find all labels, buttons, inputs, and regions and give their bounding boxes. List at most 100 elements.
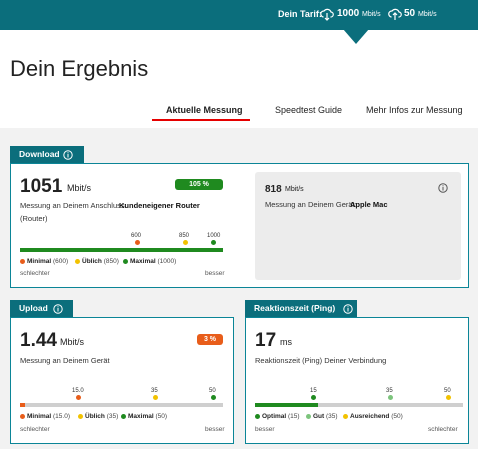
legend-value: (35): [326, 413, 338, 420]
legend-item: Maximal (1000): [130, 258, 176, 265]
info-icon[interactable]: [343, 304, 353, 314]
tick-dot: [153, 395, 158, 400]
legend-dot: [343, 414, 348, 419]
upload-description: Messung an Deinem Gerät: [20, 356, 110, 365]
badge-text: 105 %: [189, 181, 209, 188]
tick-dot: [388, 395, 393, 400]
tick-label: 15: [310, 388, 317, 394]
tab-underline: [152, 119, 250, 121]
ping-description: Reaktionszeit (Ping) Deiner Verbindung: [255, 356, 387, 365]
legend-name: Optimal: [262, 413, 287, 420]
upload-badge: 3 %: [197, 334, 223, 345]
tick-dot: [211, 395, 216, 400]
tick-dot: [446, 395, 451, 400]
tick-label: 50: [209, 388, 216, 394]
info-icon[interactable]: [438, 183, 448, 193]
ping-value: 17: [255, 330, 277, 351]
card-label: Download: [10, 146, 84, 163]
legend-name: Maximal: [128, 413, 154, 420]
ping-card: [245, 317, 469, 444]
legend-dot: [123, 259, 128, 264]
download-unit: Mbit/s: [67, 183, 92, 193]
device-name: Apple Mac: [350, 200, 388, 209]
legend-name: Gut: [313, 413, 325, 420]
legend-dot: [306, 414, 311, 419]
scale-right: besser: [205, 270, 225, 277]
download-description: Messung an Deinem Anschluss:: [20, 201, 127, 210]
legend-item: Gut (35): [313, 413, 338, 420]
tick-dot: [211, 240, 216, 245]
legend-item: Üblich (35): [85, 413, 118, 420]
info-icon[interactable]: [63, 150, 73, 160]
scale-left: schlechter: [20, 270, 50, 277]
legend-item: Optimal (15): [262, 413, 300, 420]
tab[interactable]: Aktuelle Messung: [166, 105, 243, 115]
badge-text: 3 %: [203, 336, 217, 343]
page-title: Dein Ergebnis: [10, 56, 149, 81]
label-text: Upload: [19, 303, 48, 313]
device-unit: Mbit/s: [285, 186, 304, 193]
upload-bar-fill: [20, 403, 25, 407]
ping-unit: ms: [280, 337, 292, 347]
legend-value: (850): [103, 258, 119, 265]
legend-value: (35): [106, 413, 119, 420]
tick-dot: [311, 395, 316, 400]
download-device: Kundeneigener Router: [119, 201, 200, 210]
download-value: 1051: [20, 176, 63, 197]
tariff-upload-unit: Mbit/s: [418, 11, 437, 18]
legend-item: Minimal (600): [27, 258, 68, 265]
tick-label: 1000: [207, 233, 221, 239]
ping-bar-fill: [255, 403, 318, 407]
download-badge: 105 %: [175, 179, 223, 190]
tick-dot: [183, 240, 188, 245]
legend-value: (15.0): [53, 413, 70, 420]
device-value: 818: [265, 184, 282, 195]
legend-value: (50): [391, 413, 403, 420]
legend-name: Maximal: [130, 258, 156, 265]
label-text: Reaktionszeit (Ping): [254, 303, 336, 313]
tab[interactable]: Mehr Infos zur Messung: [366, 105, 463, 115]
legend-value: (1000): [157, 258, 177, 265]
tariff-download: 1000: [337, 8, 360, 19]
tick-label: 600: [131, 233, 142, 239]
upload-value: 1.44: [20, 330, 57, 351]
legend-name: Minimal: [27, 413, 52, 420]
ping-bar: [255, 403, 463, 407]
info-icon[interactable]: [53, 304, 63, 314]
upload-card: [10, 317, 234, 444]
legend-name: Üblich: [82, 258, 102, 265]
tick-label: 15.0: [72, 388, 84, 394]
legend-dot: [20, 414, 25, 419]
scale-right: schlechter: [428, 426, 458, 433]
card-label: Upload: [10, 300, 73, 317]
scale-left: besser: [255, 426, 275, 433]
legend-item: Minimal (15.0): [27, 413, 70, 420]
legend-value: (15): [288, 413, 300, 420]
tariff-upload: 50: [404, 8, 416, 19]
upload-bar: [20, 403, 223, 407]
legend-item: Maximal (50): [128, 413, 167, 420]
legend-name: Üblich: [85, 413, 105, 420]
legend-item: Üblich (850): [82, 258, 119, 265]
device-box: [255, 172, 461, 280]
tariff-label: Dein Tarif:: [278, 9, 322, 19]
legend-name: Minimal: [27, 258, 52, 265]
header-pointer: [343, 29, 369, 44]
upload-icon: [388, 8, 402, 20]
legend-value: (600): [53, 258, 69, 265]
scale-left: schlechter: [20, 426, 50, 433]
tick-dot: [76, 395, 81, 400]
download-device-type: (Router): [20, 214, 48, 223]
label-text: Download: [19, 149, 60, 159]
card-label: Reaktionszeit (Ping): [245, 300, 357, 317]
legend-name: Ausreichend: [350, 413, 390, 420]
tick-label: 35: [151, 388, 158, 394]
legend-dot: [20, 259, 25, 264]
tab[interactable]: Speedtest Guide: [275, 105, 343, 115]
legend-value: (50): [155, 413, 168, 420]
download-bar: [20, 248, 223, 252]
tick-label: 35: [386, 388, 393, 394]
legend-item: Ausreichend (50): [350, 413, 403, 420]
legend-dot: [78, 414, 83, 419]
